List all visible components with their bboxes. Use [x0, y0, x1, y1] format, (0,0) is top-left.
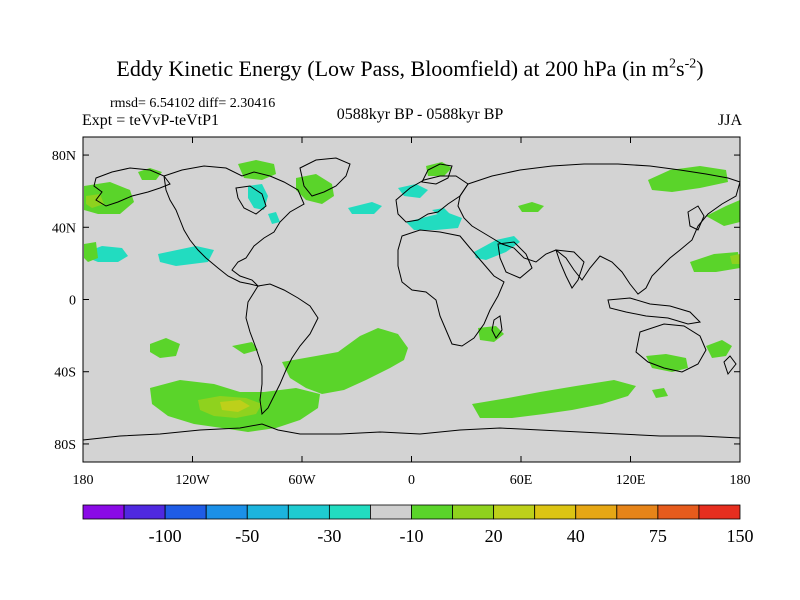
- coastline-australia: [635, 323, 707, 373]
- colorbar-swatch: [698, 504, 741, 520]
- colorbar-swatch: [370, 504, 412, 520]
- anomaly-patch: [232, 342, 258, 354]
- colorbar-label: -100: [149, 526, 182, 546]
- anomaly-patch: [220, 400, 250, 412]
- colorbar-label: -50: [235, 526, 259, 546]
- colorbar-label: 40: [567, 526, 585, 546]
- anomaly-patch: [690, 252, 740, 272]
- anomaly-patch: [84, 242, 98, 262]
- coastline-north-america: [163, 165, 305, 287]
- period-label: 0588kyr BP - 0588kyr BP: [336, 106, 504, 123]
- anomaly-patch: [518, 202, 544, 212]
- lat-tick-label: 40N: [52, 221, 76, 236]
- colorbar-swatch: [493, 504, 536, 520]
- coastline-india: [555, 249, 585, 289]
- coastline-indonesia: [607, 297, 702, 325]
- lat-tick-label: 80S: [54, 438, 76, 453]
- colorbar-swatch: [616, 504, 659, 520]
- anomaly-patch: [138, 168, 162, 180]
- stats-label: rmsd= 6.54102 diff= 2.30416: [110, 96, 276, 111]
- colorbar-label: -30: [317, 526, 341, 546]
- anomaly-patch: [348, 202, 382, 214]
- anomaly-patch: [268, 212, 280, 224]
- coastline-south-america: [245, 283, 319, 416]
- anomaly-patch: [478, 326, 504, 342]
- colorbar-swatch: [82, 504, 125, 520]
- colorbar-swatch: [246, 504, 289, 520]
- anomaly-patch: [706, 200, 740, 226]
- anomaly-patch: [398, 184, 428, 198]
- coastline-hudson: [235, 185, 267, 215]
- colorbar-swatch: [657, 504, 700, 520]
- colorbar-label: 150: [727, 526, 754, 546]
- anomaly-patch: [150, 338, 180, 358]
- anomaly-patch: [432, 208, 450, 216]
- coastline-madagascar: [491, 315, 503, 339]
- anomaly-patch: [652, 388, 668, 398]
- coastline-africa: [397, 229, 505, 347]
- coastline-greenland: [299, 157, 351, 197]
- coastline-arabia: [497, 241, 533, 279]
- lon-tick-label: 180: [730, 473, 751, 488]
- lon-tick-label: 120E: [616, 473, 646, 488]
- colorbar-swatch: [575, 504, 618, 520]
- colorbar-swatch: [534, 504, 577, 520]
- axis-ticks: [82, 137, 741, 462]
- figure-title: Eddy Kinetic Energy (Low Pass, Bloomfiel…: [116, 56, 704, 81]
- anomaly-patch: [706, 340, 732, 358]
- colorbar-swatch: [164, 504, 207, 520]
- coastline-new-zealand: [723, 355, 737, 376]
- colorbar-label: -10: [400, 526, 424, 546]
- anomaly-patch: [472, 380, 636, 418]
- lat-tick-label: 0: [69, 294, 76, 309]
- colorbar-swatch: [205, 504, 248, 520]
- lon-tick-label: 60E: [510, 473, 533, 488]
- anomaly-patch: [474, 236, 520, 260]
- coastline-europe: [395, 175, 469, 223]
- anomaly-patch: [648, 166, 728, 192]
- anomaly-patch: [646, 354, 688, 372]
- lat-tick-label: 40S: [54, 366, 76, 381]
- lon-tick-label: 60W: [288, 473, 316, 488]
- colorbar-swatch: [452, 504, 495, 520]
- lat-tick-label: 80N: [52, 149, 76, 164]
- experiment-label: Expt = teVvP-teVtP1: [82, 112, 220, 129]
- anomaly-patch: [282, 328, 408, 394]
- anomaly-patch: [406, 212, 462, 230]
- coastlines: [82, 157, 741, 441]
- coastline-antarctica: [82, 423, 741, 441]
- colorbar-swatch: [328, 504, 371, 520]
- anomaly-patch: [158, 246, 214, 266]
- anomaly-patch: [248, 184, 268, 210]
- anomaly-patch: [426, 162, 452, 176]
- colorbar-label: 75: [649, 526, 667, 546]
- colorbar-swatch: [287, 504, 330, 520]
- coastline-japan: [687, 205, 705, 231]
- colorbar-swatch: [123, 504, 166, 520]
- colorbar-label: 20: [485, 526, 503, 546]
- positive-anomalies: [84, 160, 740, 432]
- lon-tick-label: 0: [408, 473, 415, 488]
- colorbar-swatch: [411, 504, 453, 520]
- anomaly-patch: [296, 174, 334, 204]
- lon-tick-label: 180: [73, 473, 94, 488]
- season-label: JJA: [717, 112, 742, 129]
- coastline-scandinavia: [421, 163, 453, 185]
- negative-anomalies: [86, 184, 520, 266]
- strong-positive-anomalies: [86, 194, 740, 418]
- anomaly-patch: [730, 254, 740, 264]
- coastline-alaska: [93, 167, 171, 207]
- lon-tick-label: 120W: [175, 473, 210, 488]
- anomaly-patch: [86, 194, 104, 208]
